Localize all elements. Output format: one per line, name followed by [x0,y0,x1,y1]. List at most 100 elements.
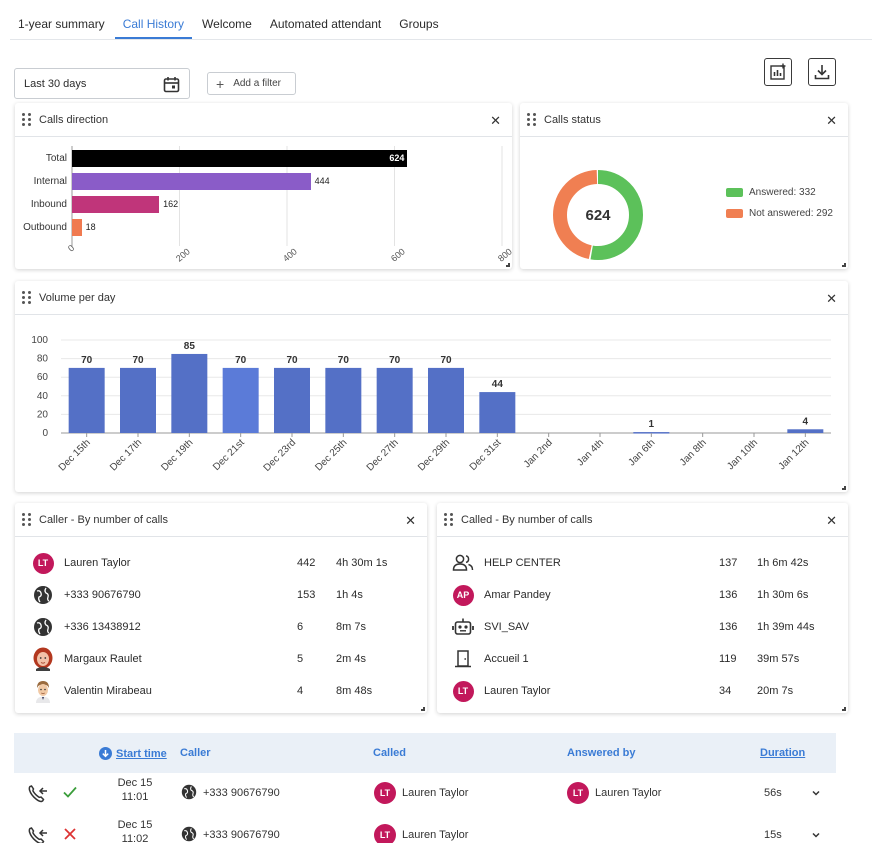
volume-bar[interactable] [479,392,516,433]
ranking-duration: 1h 4s [336,589,363,601]
card-header[interactable]: Called - By number of calls ✕ [437,503,848,537]
volume-value-label: 70 [235,355,247,366]
ranking-count: 119 [719,653,737,665]
ranking-duration: 4h 30m 1s [336,557,388,569]
direction-category-label: Total [45,153,67,164]
volume-bar[interactable] [274,367,310,433]
card-title: Volume per day [39,291,116,304]
ranking-row[interactable]: SVI_SAV 136 1h 39m 44s [437,611,848,643]
volume-bar[interactable] [120,367,156,433]
tab-call-history[interactable]: Call History [114,10,193,39]
ranking-row[interactable]: LT Lauren Taylor 442 4h 30m 1s [15,547,427,579]
volume-value-label: 70 [81,355,93,366]
drag-handle-icon[interactable] [527,113,536,126]
ranking-row[interactable]: Accueil 1 119 39m 57s [437,643,848,675]
download-button[interactable] [808,58,836,86]
tab-automated-attendant[interactable]: Automated attendant [269,17,382,31]
close-icon[interactable]: ✕ [826,291,837,306]
donut-slice-answered[interactable] [553,170,643,260]
date-range-value: Last 30 days [24,77,87,90]
volume-bar[interactable] [376,367,413,433]
called-name[interactable]: Lauren Taylor [402,829,469,841]
volume-bar[interactable] [787,429,824,433]
ranking-row[interactable]: LT Lauren Taylor 34 20m 7s [437,675,848,707]
download-icon [814,65,830,80]
ranking-name: Amar Pandey [484,589,551,601]
direction-bar[interactable] [72,150,408,167]
volume-value-label: 44 [492,379,504,390]
table-row[interactable]: Dec 15 11:01 +333 90676790 LT Lauren Taylor L… [14,773,836,815]
table-row[interactable]: Dec 15 11:02 +333 90676790 LT Lauren Taylor 1… [14,815,836,843]
tab-groups[interactable]: Groups [399,17,439,31]
direction-bar[interactable] [72,219,82,236]
x-tick-label: Jan 4th [575,437,606,468]
duration-header[interactable]: Duration [760,747,806,759]
called-name[interactable]: Lauren Taylor [402,787,469,799]
chevron-down-icon[interactable] [810,787,822,802]
sort-down-icon [99,747,112,760]
calls-direction-chart: Total 624 Internal 444 Inbound 162 Outbound 18 0… [15,138,514,269]
direction-value-label: 624 [389,153,405,163]
ranking-row[interactable]: HELP CENTER 137 1h 6m 42s [437,547,848,579]
resize-handle-icon[interactable] [421,707,425,711]
answered-by-header[interactable]: Answered by [567,747,636,759]
x-tick-label: Dec 29th [416,437,452,473]
ranking-count: 4 [297,685,304,697]
x-tick-label: Jan 12th [777,437,812,472]
calendar-icon[interactable] [163,76,180,93]
resize-handle-icon[interactable] [506,263,510,267]
ranking-row[interactable]: Margaux Raulet 5 2m 4s [15,643,427,675]
direction-bar[interactable] [72,196,160,213]
add-filter-button[interactable]: + Add a filter [207,72,296,95]
volume-bar[interactable] [325,367,362,433]
ranking-row[interactable]: AP Amar Pandey 136 1h 30m 6s [437,579,848,611]
date-range-picker[interactable]: Last 30 days [14,68,190,99]
ranking-row[interactable]: +333 90676790 153 1h 4s [15,579,427,611]
volume-bar[interactable] [428,367,464,433]
volume-bar[interactable] [222,367,259,433]
ranking-row[interactable]: Valentin Mirabeau 4 8m 48s [15,675,427,707]
card-title: Called - By number of calls [461,513,593,526]
legend-swatch [726,188,743,197]
volume-bar[interactable] [633,432,670,434]
caller-number[interactable]: +333 90676790 [203,829,280,841]
card-header[interactable]: Caller - By number of calls ✕ [15,503,427,537]
ranking-row[interactable]: +336 13438912 6 8m 7s [15,611,427,643]
add-chart-button[interactable] [764,58,792,86]
caller-number[interactable]: +333 90676790 [203,787,280,799]
called-header[interactable]: Called [373,747,407,759]
close-icon[interactable]: ✕ [826,513,837,528]
direction-bar[interactable] [72,173,311,190]
drag-handle-icon[interactable] [444,513,453,526]
volume-chart: 0 20 40 60 80 100 70 Dec 15th 70 Dec 17th 85 Dec 19… [31,335,831,474]
donut-slice-not-answered[interactable] [553,170,643,260]
drag-handle-icon[interactable] [22,513,31,526]
chevron-down-icon[interactable] [810,829,822,843]
card-header[interactable]: Volume per day ✕ [15,281,848,315]
resize-handle-icon[interactable] [842,263,846,267]
direction-category-label: Inbound [30,199,67,210]
direction-category-label: Internal [33,176,67,187]
tab-welcome[interactable]: Welcome [202,17,252,31]
start-time-header[interactable]: Start time [99,747,167,760]
close-icon[interactable]: ✕ [826,113,837,128]
ranking-count: 136 [719,589,738,601]
legend-not-answered: Not answered: 292 [726,208,833,219]
y-tick-label: 100 [31,335,48,346]
drag-handle-icon[interactable] [22,113,31,126]
volume-value-label: 1 [649,419,655,430]
close-icon[interactable]: ✕ [490,113,501,128]
card-header[interactable]: Calls direction ✕ [15,103,512,137]
tab-1-year-summary[interactable]: 1-year summary [18,17,105,31]
direction-value-label: 162 [163,199,179,209]
volume-bar[interactable] [171,353,208,433]
resize-handle-icon[interactable] [842,486,846,490]
caller-header[interactable]: Caller [180,747,211,759]
resize-handle-icon[interactable] [842,707,846,711]
card-header[interactable]: Calls status ✕ [520,103,848,137]
answered-by-name[interactable]: Lauren Taylor [595,787,662,799]
drag-handle-icon[interactable] [22,291,31,304]
close-icon[interactable]: ✕ [405,513,416,528]
incoming-call-icon [27,784,49,807]
volume-bar[interactable] [68,367,105,433]
